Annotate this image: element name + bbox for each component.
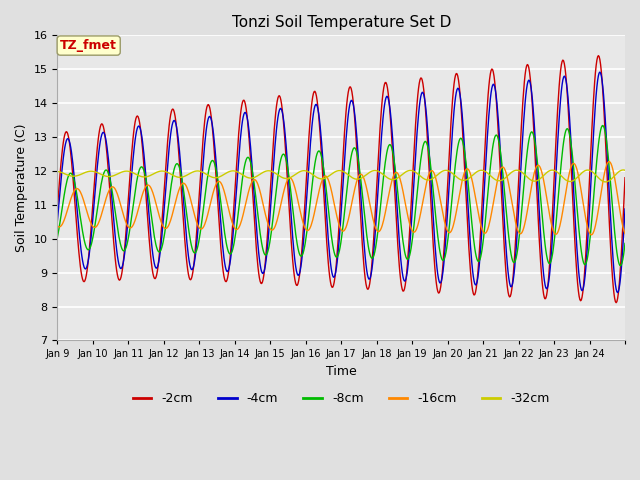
Line: -8cm: -8cm [58,125,625,266]
-32cm [602,179,609,185]
-2cm [225,271,232,276]
-8cm [120,248,128,254]
-4cm [54,218,61,224]
-8cm [253,200,260,206]
-4cm [596,69,604,75]
-32cm [432,174,440,180]
-8cm [400,244,408,250]
-2cm [612,300,620,306]
-8cm [225,249,232,254]
-4cm [225,267,232,273]
-4cm [432,250,440,255]
-4cm [400,277,408,283]
-16cm [621,231,629,237]
Line: -4cm: -4cm [58,72,625,293]
-16cm [400,192,408,198]
-16cm [54,223,61,229]
-4cm [274,114,282,120]
Line: -16cm: -16cm [58,162,625,235]
-4cm [621,206,629,212]
-32cm [225,169,232,175]
Text: TZ_fmet: TZ_fmet [60,39,117,52]
-4cm [614,290,621,296]
X-axis label: Time: Time [326,365,356,378]
-8cm [617,263,625,269]
-32cm [253,174,260,180]
-16cm [432,175,440,180]
-2cm [274,95,282,101]
-4cm [253,225,260,230]
-16cm [253,179,260,184]
-32cm [274,172,282,178]
-2cm [400,288,408,294]
-8cm [54,234,61,240]
-2cm [595,53,602,59]
-2cm [54,205,61,211]
-2cm [432,273,440,279]
-32cm [400,170,408,176]
Line: -2cm: -2cm [58,56,625,303]
Title: Tonzi Soil Temperature Set D: Tonzi Soil Temperature Set D [232,15,451,30]
-2cm [253,248,260,253]
-32cm [54,168,61,174]
-32cm [621,168,629,173]
Y-axis label: Soil Temperature (C): Soil Temperature (C) [15,124,28,252]
-16cm [225,205,232,211]
Line: -32cm: -32cm [58,170,625,182]
-2cm [120,252,128,258]
-8cm [599,122,607,128]
-16cm [120,214,128,220]
-8cm [432,212,440,218]
-8cm [274,173,282,179]
-16cm [274,215,282,220]
-2cm [621,175,629,180]
-4cm [120,255,128,261]
-8cm [621,240,629,246]
-16cm [587,232,595,238]
-32cm [120,168,128,174]
-16cm [605,159,612,165]
Legend: -2cm, -4cm, -8cm, -16cm, -32cm: -2cm, -4cm, -8cm, -16cm, -32cm [127,387,555,410]
-32cm [620,167,627,173]
